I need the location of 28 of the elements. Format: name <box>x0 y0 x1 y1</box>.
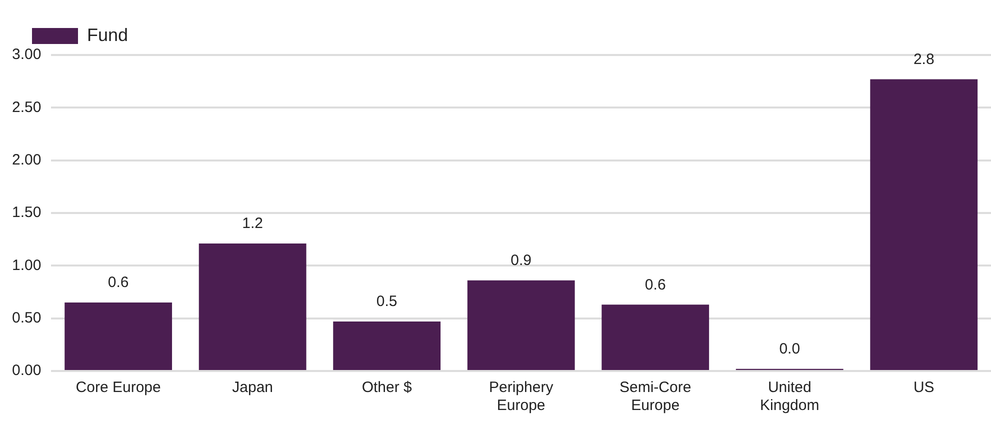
x-tick-label: United Kingdom <box>760 379 820 414</box>
data-label: 2.8 <box>913 50 934 68</box>
bar <box>602 304 710 370</box>
data-label: 0.6 <box>644 276 666 294</box>
data-label: 0.6 <box>108 274 129 292</box>
y-tick-label: 3.00 <box>12 46 42 64</box>
y-tick-label: 2.00 <box>12 151 42 168</box>
x-tick-label: Periphery Europe <box>488 379 554 414</box>
bar <box>198 244 306 370</box>
y-tick-label: 0.50 <box>12 309 42 326</box>
bar <box>64 302 172 370</box>
y-tick-label: 1.50 <box>12 204 42 222</box>
bar <box>870 79 978 370</box>
legend-label: Fund <box>87 24 128 45</box>
data-label: 1.2 <box>242 215 264 232</box>
y-tick-label: 0.00 <box>12 362 42 380</box>
x-tick-label: Semi-Core Europe <box>620 379 692 414</box>
x-tick-label: Other $ <box>362 379 413 396</box>
bar <box>467 280 575 370</box>
y-tick-label: 2.50 <box>12 98 42 116</box>
x-tick-label: Core Europe <box>76 379 161 396</box>
y-tick-label: 1.00 <box>12 256 42 274</box>
data-label: 0.0 <box>779 340 800 358</box>
data-label: 0.9 <box>510 252 532 270</box>
data-label: 0.5 <box>376 293 398 310</box>
x-tick-label: US <box>913 379 934 396</box>
bar <box>333 321 441 370</box>
x-tick-label: Japan <box>232 379 274 396</box>
